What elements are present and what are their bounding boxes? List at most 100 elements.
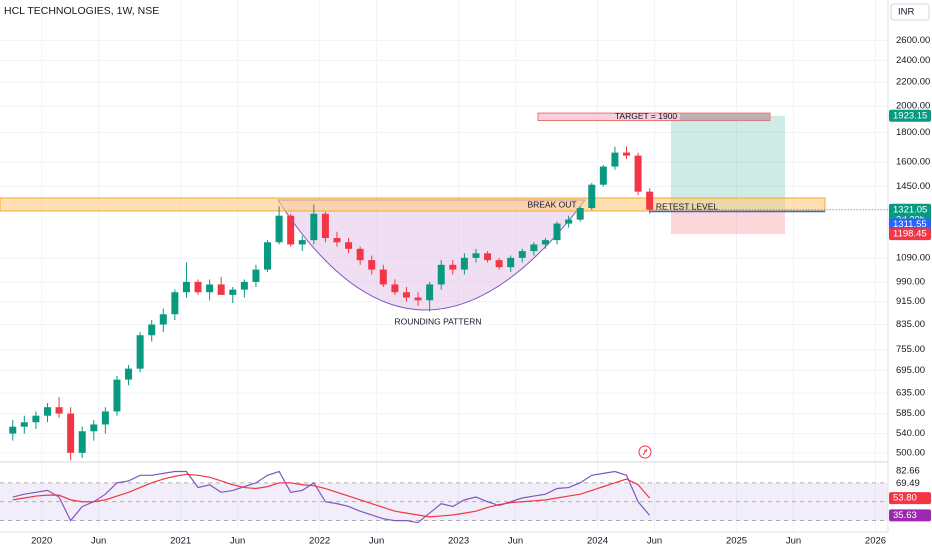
candle-body	[90, 424, 98, 432]
candle-body	[634, 155, 642, 192]
candle-body	[101, 411, 109, 425]
currency: INR	[898, 7, 915, 18]
candle-body	[460, 257, 468, 270]
candle-body	[588, 184, 596, 209]
annotation: TARGET = 1900	[615, 111, 678, 121]
candle-body	[32, 415, 40, 423]
x-tick-label: Jun	[508, 536, 523, 547]
candle-body	[217, 284, 225, 295]
y-tick-label: 2200.00	[896, 77, 930, 88]
rsi-line	[12, 470, 651, 524]
candle-body	[194, 281, 202, 293]
candle-body	[229, 289, 237, 295]
candle-body	[495, 260, 503, 268]
rsi-badge	[889, 509, 931, 522]
y-tick-label: 2000.00	[896, 101, 930, 112]
candle-body	[484, 253, 492, 261]
x-tick-label: 2025	[726, 536, 747, 547]
y-tick-label: 2400.00	[896, 55, 930, 66]
candle-body	[646, 191, 654, 210]
y-tick-label: 915.00	[896, 296, 925, 307]
x-tick-label: 2022	[309, 536, 330, 547]
rsi-line	[12, 473, 651, 518]
x-tick-label: Jun	[91, 536, 106, 547]
candle-body	[78, 431, 86, 453]
annotation: ROUNDING PATTERN	[394, 316, 481, 326]
candle-body	[345, 242, 353, 249]
rounding-pattern	[277, 199, 587, 311]
candle-body	[171, 292, 179, 315]
x-tick-label: 2021	[170, 536, 191, 547]
stop-badge-label: 1198.45	[893, 229, 927, 240]
candle-body	[472, 253, 480, 258]
candle-body	[391, 284, 399, 293]
y-tick-label: 585.00	[896, 408, 925, 419]
candle-body	[125, 368, 133, 380]
candle-body	[599, 166, 607, 185]
x-tick-label: Jun	[369, 536, 384, 547]
candle-body	[437, 264, 445, 285]
candle-body	[9, 426, 17, 434]
candle-body	[287, 215, 295, 245]
candle-body	[379, 269, 387, 285]
candle-body	[136, 335, 144, 369]
rsi-tick-label: 82.66	[896, 465, 920, 476]
y-tick-label: 1800.00	[896, 127, 930, 138]
stop-zone	[671, 209, 785, 235]
x-tick-label: 2026	[865, 536, 886, 547]
candle-body	[275, 215, 283, 243]
x-tick-label: 2023	[448, 536, 469, 547]
target-badge	[889, 109, 931, 122]
candle-body	[518, 251, 526, 258]
target-badge-label: 1923.15	[893, 110, 927, 121]
candle-body	[553, 223, 561, 241]
y-tick-label: 500.00	[896, 447, 925, 458]
candle-body	[414, 297, 422, 301]
y-tick-label: 540.00	[896, 428, 925, 439]
candle-body	[264, 242, 272, 270]
annotation: RETEST LEVEL	[656, 201, 718, 211]
y-tick-label: 835.00	[896, 319, 925, 330]
candle-body	[426, 284, 434, 301]
candle-body	[240, 281, 248, 290]
x-tick-label: Jun	[230, 536, 245, 547]
target-box-end	[680, 113, 770, 121]
candle-body	[159, 314, 167, 325]
candle-body	[356, 248, 364, 261]
candle-body	[402, 292, 410, 298]
candle-body	[298, 240, 306, 245]
level-badge-label: 1311.55	[893, 219, 927, 230]
candle-body	[565, 219, 573, 224]
event-icon-glyph	[642, 448, 648, 456]
currency-button[interactable]	[890, 3, 930, 21]
y-tick-label: 1600.00	[896, 156, 930, 167]
candle-body	[182, 281, 190, 293]
y-tick-label: 2600.00	[896, 35, 930, 46]
y-tick-label: 990.00	[896, 276, 925, 287]
x-tick-label: Jun	[786, 536, 801, 547]
candle-body	[310, 213, 318, 241]
last-price-badge-label: 1321.05	[893, 204, 927, 215]
candle-body	[507, 257, 515, 268]
y-tick-label: 755.00	[896, 344, 925, 355]
y-tick-label: 635.00	[896, 388, 925, 399]
y-tick-label: 1450.00	[896, 181, 930, 192]
candle-body	[333, 237, 341, 243]
y-tick-label: 695.00	[896, 365, 925, 376]
x-tick-label: Jun	[647, 536, 662, 547]
candle-body	[530, 244, 538, 252]
stop-badge	[889, 228, 931, 241]
candle-body	[368, 260, 376, 270]
x-tick-label: 2024	[587, 536, 608, 547]
candle-body	[20, 422, 28, 427]
candle-body	[611, 152, 619, 167]
candle-body	[43, 407, 51, 416]
resistance-zone	[0, 197, 826, 212]
rsi-badge	[889, 492, 931, 505]
candle-body	[113, 379, 121, 412]
candle-body	[576, 208, 584, 220]
candle-body	[449, 264, 457, 270]
target-zone	[671, 115, 785, 210]
rsi-badge-label: 53.80	[893, 493, 917, 504]
